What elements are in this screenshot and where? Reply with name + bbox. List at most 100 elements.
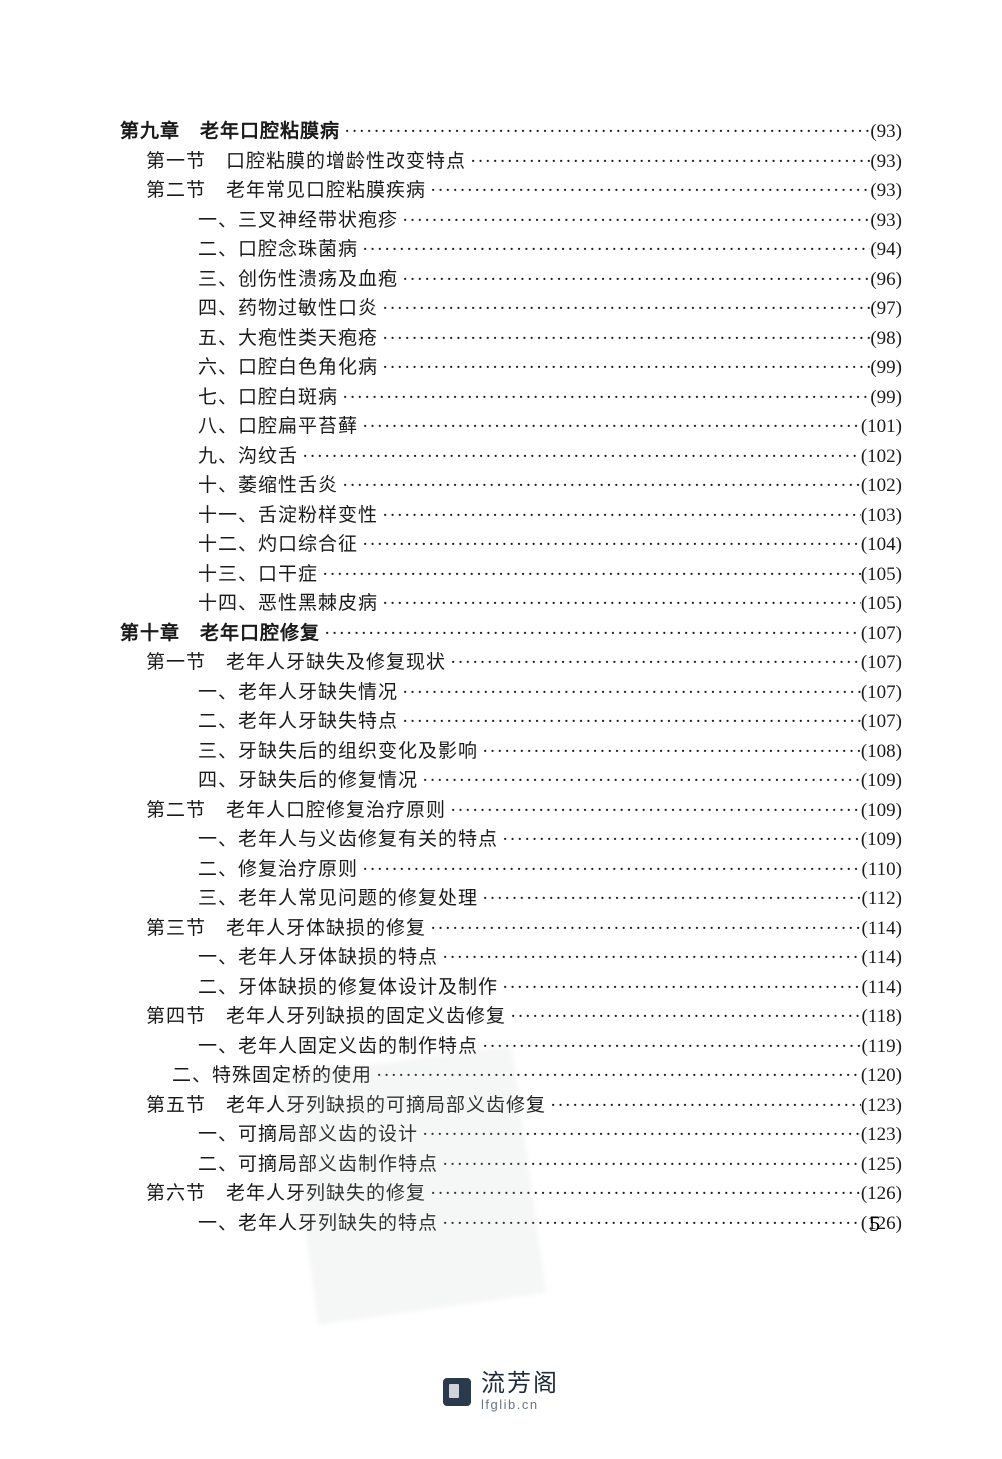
- toc-leader: ········································…: [498, 830, 861, 849]
- toc-page: (93): [870, 211, 902, 230]
- toc-page: (107): [861, 624, 902, 643]
- toc-line: 一、老年人固定义齿的制作特点··························…: [120, 1037, 902, 1056]
- toc-line: 三、牙缺失后的组织变化及影响··························…: [120, 742, 902, 761]
- toc-line: 第五节 老年人牙列缺损的可摘局部义齿修复····················…: [120, 1096, 902, 1115]
- toc-page: (114): [862, 978, 902, 997]
- toc-page: (114): [862, 919, 902, 938]
- toc-leader: ········································…: [318, 565, 861, 584]
- toc-page: (109): [861, 801, 902, 820]
- toc-label: 三、牙缺失后的组织变化及影响: [198, 742, 478, 761]
- toc-leader: ········································…: [358, 417, 861, 436]
- toc-label: 第五节 老年人牙列缺损的可摘局部义齿修复: [146, 1096, 546, 1115]
- toc-leader: ········································…: [338, 388, 870, 407]
- toc-line: 一、老年人牙列缺失的特点····························…: [120, 1214, 902, 1233]
- toc-label: 一、老年人牙体缺损的特点: [198, 948, 438, 967]
- toc-page: (109): [861, 771, 902, 790]
- toc-line: 第三节 老年人牙体缺损的修复··························…: [120, 919, 902, 938]
- footer-logo: 流芳阁 lfglib.cn: [443, 1372, 559, 1411]
- toc-page: (104): [861, 535, 902, 554]
- toc-leader: ········································…: [378, 299, 870, 318]
- toc-label: 七、口腔白斑病: [198, 388, 338, 407]
- toc-label: 十一、舌淀粉样变性: [198, 506, 378, 525]
- toc-page: (97): [870, 299, 902, 318]
- toc-label: 一、可摘局部义齿的设计: [198, 1125, 418, 1144]
- toc-leader: ········································…: [478, 1037, 862, 1056]
- toc-label: 第一节 口腔粘膜的增龄性改变特点: [146, 152, 466, 171]
- toc-label: 二、老年人牙缺失特点: [198, 712, 398, 731]
- toc-label: 十三、口干症: [198, 565, 318, 584]
- toc-label: 第三节 老年人牙体缺损的修复: [146, 919, 426, 938]
- toc-line: 十、萎缩性舌炎·································…: [120, 476, 902, 495]
- toc-label: 三、创伤性溃疡及血疱: [198, 270, 398, 289]
- toc-label: 十二、灼口综合征: [198, 535, 358, 554]
- toc-page: (105): [861, 594, 902, 613]
- toc-line: 四、药物过敏性口炎·······························…: [120, 299, 902, 318]
- toc-leader: ········································…: [478, 889, 862, 908]
- toc-leader: ········································…: [378, 329, 870, 348]
- toc-leader: ········································…: [478, 742, 861, 761]
- toc-leader: ········································…: [398, 211, 870, 230]
- toc-page: (98): [870, 329, 902, 348]
- toc-page: (102): [861, 476, 902, 495]
- toc-line: 一、老年人牙缺失情况······························…: [120, 683, 902, 702]
- toc-leader: ········································…: [372, 1066, 861, 1085]
- toc-line: 十四、恶性黑棘皮病·······························…: [120, 594, 902, 613]
- toc-leader: ········································…: [378, 358, 870, 377]
- toc-leader: ········································…: [320, 624, 861, 643]
- toc-line: 二、牙体缺损的修复体设计及制作·························…: [120, 978, 902, 997]
- toc-line: 二、口腔念珠菌病································…: [120, 240, 902, 259]
- toc-page: (105): [861, 565, 902, 584]
- toc-leader: ········································…: [426, 181, 870, 200]
- toc-label: 五、大疱性类天疱疮: [198, 329, 378, 348]
- toc-line: 第二节 老年人口腔修复治疗原则·························…: [120, 801, 902, 820]
- toc-label: 四、药物过敏性口炎: [198, 299, 378, 318]
- toc-line: 五、大疱性类天疱疮·······························…: [120, 329, 902, 348]
- toc-page: (107): [861, 653, 902, 672]
- toc-leader: ········································…: [446, 801, 861, 820]
- toc-label: 二、口腔念珠菌病: [198, 240, 358, 259]
- toc-label: 一、老年人与义齿修复有关的特点: [198, 830, 498, 849]
- toc-line: 一、三叉神经带状疱疹······························…: [120, 211, 902, 230]
- toc-label: 二、特殊固定桥的使用: [172, 1066, 372, 1085]
- toc-leader: ········································…: [378, 506, 861, 525]
- toc-page: (126): [861, 1214, 902, 1233]
- toc-page: (112): [862, 889, 902, 908]
- toc-label: 一、三叉神经带状疱疹: [198, 211, 398, 230]
- toc-leader: ········································…: [438, 948, 862, 967]
- toc-page: (125): [861, 1155, 902, 1174]
- toc-label: 第六节 老年人牙列缺失的修复: [146, 1184, 426, 1203]
- toc-leader: ········································…: [426, 1184, 861, 1203]
- toc-line: 第一节 口腔粘膜的增龄性改变特点························…: [120, 152, 902, 171]
- toc-page: (110): [862, 860, 902, 879]
- toc-line: 九、沟纹舌···································…: [120, 447, 902, 466]
- toc-label: 第四节 老年人牙列缺损的固定义齿修复: [146, 1007, 506, 1026]
- toc-page: (103): [861, 506, 902, 525]
- toc-line: 七、口腔白斑病·································…: [120, 388, 902, 407]
- toc-page: (120): [861, 1066, 902, 1085]
- toc-label: 第九章 老年口腔粘膜病: [120, 122, 340, 141]
- toc-page: (107): [861, 712, 902, 731]
- toc-line: 三、创伤性溃疡及血疱······························…: [120, 270, 902, 289]
- toc-page: (118): [862, 1007, 902, 1026]
- toc-line: 二、修复治疗原则································…: [120, 860, 902, 879]
- toc-label: 三、老年人常见问题的修复处理: [198, 889, 478, 908]
- toc-label: 第一节 老年人牙缺失及修复现状: [146, 653, 446, 672]
- footer-icon: [443, 1378, 471, 1406]
- toc-leader: ········································…: [418, 771, 861, 790]
- toc-line: 十三、口干症··································…: [120, 565, 902, 584]
- toc-page: (99): [870, 358, 902, 377]
- toc-page: (126): [861, 1184, 902, 1203]
- toc-leader: ········································…: [426, 919, 862, 938]
- toc-line: 二、老年人牙缺失特点······························…: [120, 712, 902, 731]
- toc-label: 第二节 老年常见口腔粘膜疾病: [146, 181, 426, 200]
- toc-leader: ········································…: [466, 152, 870, 171]
- toc-leader: ········································…: [340, 122, 870, 141]
- toc-line: 第九章 老年口腔粘膜病·····························…: [120, 122, 902, 141]
- toc-leader: ········································…: [498, 978, 862, 997]
- toc-page: (101): [861, 417, 902, 436]
- toc-label: 二、修复治疗原则: [198, 860, 358, 879]
- toc-leader: ········································…: [438, 1155, 861, 1174]
- page-number: 5: [869, 1211, 880, 1237]
- toc-page: (93): [870, 152, 902, 171]
- toc-container: 第九章 老年口腔粘膜病 ·····························…: [0, 0, 1002, 1233]
